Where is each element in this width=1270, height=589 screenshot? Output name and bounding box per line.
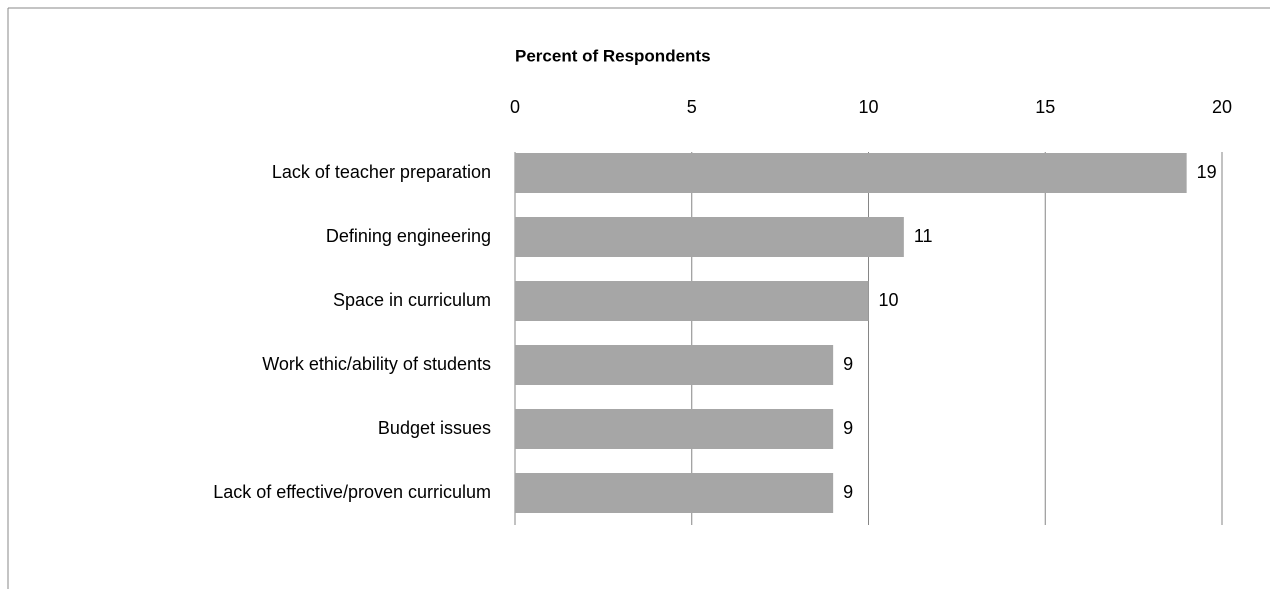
bar <box>515 281 869 321</box>
bar <box>515 473 834 513</box>
x-tick-label: 0 <box>510 97 520 117</box>
bar <box>515 153 1187 193</box>
y-tick-label: Defining engineering <box>326 226 491 246</box>
y-tick-label: Lack of effective/proven curriculum <box>213 482 491 502</box>
data-label: 9 <box>843 418 853 438</box>
x-tick-label: 5 <box>687 97 697 117</box>
bar <box>515 217 904 257</box>
y-tick-label: Space in curriculum <box>333 290 491 310</box>
chart-title: Percent of Respondents <box>515 46 711 65</box>
y-tick-label: Work ethic/ability of students <box>262 354 491 374</box>
x-tick-label: 20 <box>1212 97 1232 117</box>
bar <box>515 409 834 449</box>
y-tick-label: Lack of teacher preparation <box>272 162 491 182</box>
x-tick-label: 10 <box>858 97 878 117</box>
bar <box>515 345 834 385</box>
y-tick-label: Budget issues <box>378 418 491 438</box>
data-label: 9 <box>843 482 853 502</box>
data-label: 11 <box>914 226 933 246</box>
data-label: 9 <box>843 354 853 374</box>
x-tick-label: 15 <box>1035 97 1055 117</box>
data-label: 19 <box>1197 162 1217 182</box>
data-label: 10 <box>879 290 899 310</box>
